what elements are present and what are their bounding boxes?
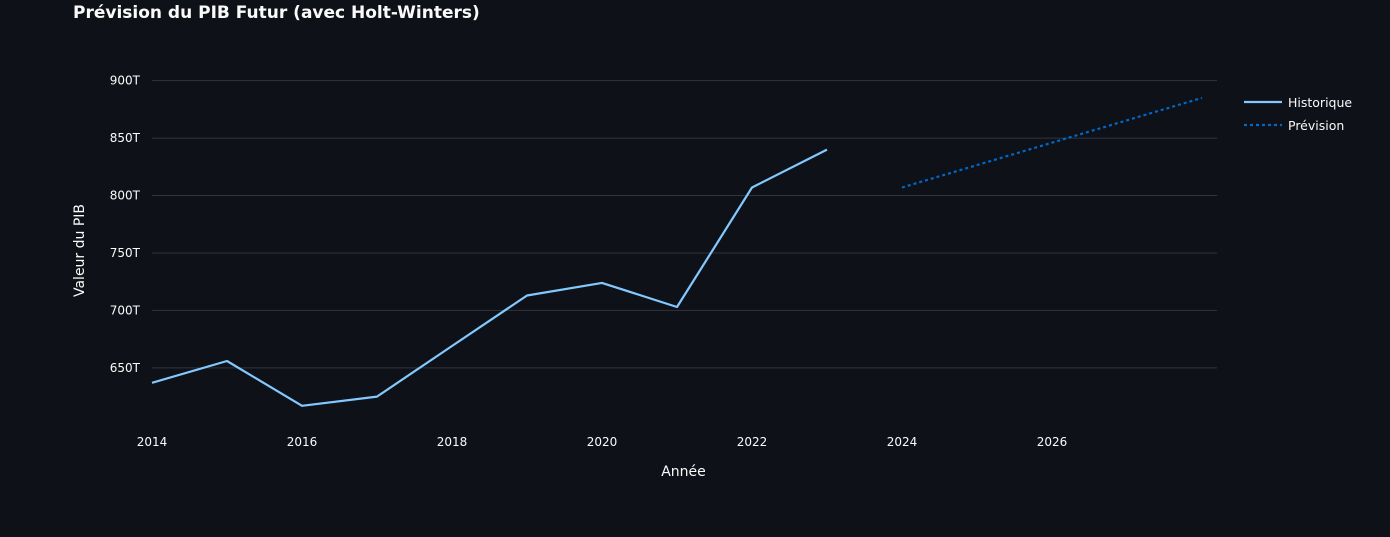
y-axis-title: Valeur du PIB: [72, 204, 88, 297]
x-tick-label: 2024: [887, 435, 918, 449]
x-axis-title: Année: [661, 464, 706, 480]
chart-title: Prévision du PIB Futur (avec Holt-Winter…: [73, 3, 480, 23]
x-tick-label: 2014: [137, 435, 168, 449]
x-tick-label: 2026: [1037, 435, 1068, 449]
x-tick-label: 2016: [287, 435, 318, 449]
series-line-historique[interactable]: [151, 148, 828, 407]
x-tick-label: 2018: [437, 435, 468, 449]
legend[interactable]: Historique Prévision: [1244, 95, 1352, 133]
y-tick-label: 900T: [110, 74, 141, 88]
legend-label[interactable]: Historique: [1288, 95, 1352, 110]
series-lines[interactable]: [151, 96, 1203, 407]
y-tick-label: 700T: [110, 303, 141, 317]
legend-label[interactable]: Prévision: [1288, 118, 1344, 133]
y-tick-label: 850T: [110, 131, 141, 145]
x-tick-label: 2020: [587, 435, 618, 449]
series-line-pr-vision[interactable]: [901, 96, 1203, 189]
y-tick-label: 650T: [110, 361, 141, 375]
y-tick-label: 800T: [110, 189, 141, 203]
grid-lines: [152, 80, 1217, 369]
x-axis-ticks: 2014 2016 2018 2020 2022 2024 2026: [137, 435, 1068, 449]
x-tick-label: 2022: [737, 435, 768, 449]
y-tick-label: 750T: [110, 246, 141, 260]
y-axis-ticks: 650T 700T 750T 800T 850T 900T: [110, 74, 141, 375]
